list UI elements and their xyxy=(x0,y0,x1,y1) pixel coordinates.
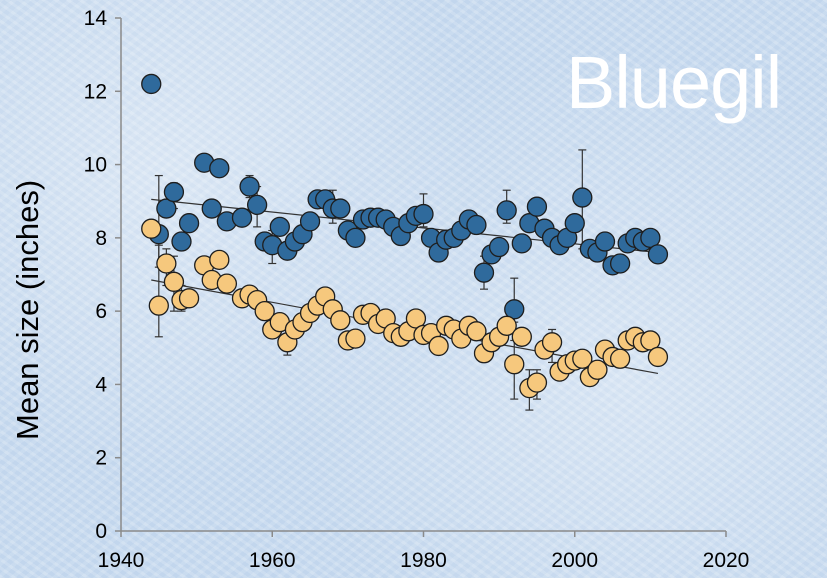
y-tick-label: 12 xyxy=(84,80,107,103)
data-point-blue xyxy=(330,198,351,219)
x-tick-label: 1960 xyxy=(249,549,296,572)
data-point-blue xyxy=(201,198,222,219)
data-point-blue xyxy=(246,194,268,216)
data-point-yellow xyxy=(587,359,608,380)
data-point-blue xyxy=(141,73,162,95)
data-point-blue xyxy=(496,200,517,221)
data-point-blue xyxy=(231,207,253,228)
data-point-yellow xyxy=(496,315,517,336)
x-tick-label: 2020 xyxy=(703,549,750,572)
data-point-yellow xyxy=(511,326,532,347)
data-point-blue xyxy=(209,158,230,179)
data-point-yellow xyxy=(405,308,427,329)
data-point-yellow xyxy=(254,300,275,322)
axes: 0 2 4 6 8 10 12 14 1940 1960 1980 2000 2020 xyxy=(84,7,750,572)
data-point-blue xyxy=(345,227,366,249)
data-point-yellow xyxy=(216,273,238,294)
y-tick-label: 0 xyxy=(95,520,107,543)
data-point-yellow xyxy=(163,271,185,292)
x-tick-label: 2000 xyxy=(551,549,598,572)
error-bars xyxy=(154,149,587,411)
data-point-blue xyxy=(564,213,585,234)
data-point-blue xyxy=(269,216,290,238)
y-tick-label: 8 xyxy=(95,227,107,250)
data-point-blue xyxy=(504,299,525,320)
y-tick-label: 2 xyxy=(95,447,107,470)
data-point-blue xyxy=(640,227,661,249)
data-point-yellow xyxy=(428,335,449,357)
data-point-yellow xyxy=(504,354,525,375)
data-point-blue xyxy=(239,176,260,197)
data-point-blue xyxy=(511,233,532,254)
data-point-blue xyxy=(594,231,616,252)
data-point-blue xyxy=(526,196,548,217)
data-point-blue xyxy=(178,213,200,234)
chart-title: Bluegil xyxy=(566,41,782,124)
data-point-blue xyxy=(488,236,510,258)
data-point-blue xyxy=(171,231,192,252)
data-point-blue xyxy=(156,198,177,219)
data-point-yellow xyxy=(148,295,169,316)
data-point-blue xyxy=(647,244,669,265)
data-point-yellow xyxy=(647,346,669,368)
data-point-yellow xyxy=(640,330,661,351)
data-point-yellow xyxy=(330,310,351,331)
data-point-blue xyxy=(163,181,185,203)
data-point-blue xyxy=(572,187,593,208)
data-point-yellow xyxy=(466,321,487,342)
data-point-yellow xyxy=(526,372,548,393)
data-point-yellow xyxy=(345,328,366,349)
data-point-yellow xyxy=(209,249,230,270)
data-point-blue xyxy=(413,203,434,225)
data-point-yellow xyxy=(156,253,177,274)
data-point-blue xyxy=(609,253,631,274)
y-tick-label: 10 xyxy=(84,154,107,177)
data-point-blue xyxy=(466,214,487,236)
x-tick-label: 1980 xyxy=(400,549,447,572)
data-point-yellow xyxy=(572,348,593,369)
data-point-yellow xyxy=(541,332,563,353)
data-point-blue xyxy=(299,211,321,232)
y-tick-label: 6 xyxy=(95,300,107,323)
y-axis-label: Mean size (inches) xyxy=(10,179,45,440)
x-tick-label: 1940 xyxy=(98,549,145,572)
y-tick-label: 14 xyxy=(84,7,108,30)
data-point-yellow xyxy=(609,348,631,369)
data-point-yellow xyxy=(178,288,200,309)
y-tick-label: 4 xyxy=(95,373,107,396)
data-point-blue xyxy=(473,262,495,283)
data-point-yellow xyxy=(141,218,162,239)
data-points xyxy=(141,73,669,399)
